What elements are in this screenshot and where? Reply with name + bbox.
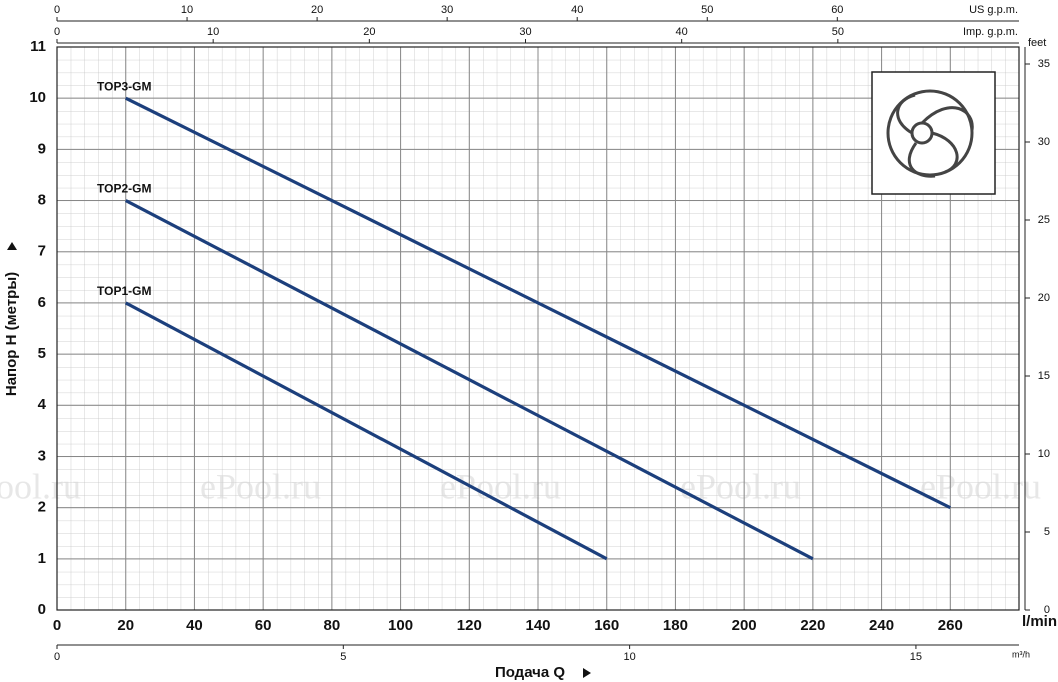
x-tick-label: 200: [732, 617, 757, 634]
y-tick-label: 5: [38, 345, 46, 362]
x-tick-label: 260: [938, 617, 963, 634]
top-tick-label: 40: [571, 4, 583, 16]
right-tick-label: 15: [1038, 370, 1050, 382]
y-tick-label: 11: [30, 38, 46, 55]
watermark: ePool.ru: [920, 466, 1041, 506]
right-tick-label: 25: [1038, 214, 1050, 226]
y-arrow: [7, 242, 17, 250]
bottom-tick-label: 5: [340, 651, 346, 663]
y-axis-label: Напор H (метры): [3, 272, 20, 396]
series-line: [124, 301, 608, 561]
x-tick-label: 40: [186, 617, 203, 634]
series-label: TOP2-GM: [97, 182, 151, 196]
y-tick-label: 6: [38, 294, 46, 311]
top-axis-label: US g.p.m.: [969, 4, 1018, 16]
x-tick-label: 20: [117, 617, 134, 634]
top-axis-label: Imp. g.p.m.: [963, 26, 1018, 38]
bottom-axis-label: m³/h: [1012, 649, 1030, 659]
top-tick-label: 20: [363, 26, 375, 38]
right-axis-label: feet: [1028, 37, 1046, 49]
impeller-icon: [871, 71, 996, 195]
top-tick-label: 30: [441, 4, 453, 16]
y-tick-label: 3: [38, 447, 46, 464]
x-unit: l/min: [1022, 613, 1057, 630]
top-tick-label: 10: [207, 26, 219, 38]
x-tick-label: 180: [663, 617, 688, 634]
top-tick-label: 40: [676, 26, 688, 38]
series-label: TOP3-GM: [97, 79, 151, 93]
y-tick-label: 10: [29, 89, 46, 106]
plot-frame: [56, 46, 1020, 611]
watermark: ePool.ru: [0, 466, 81, 506]
x-axis-label: Подача Q: [495, 664, 565, 681]
series-label: TOP1-GM: [97, 284, 151, 298]
x-tick-label: 220: [800, 617, 825, 634]
right-tick-label: 35: [1038, 58, 1050, 70]
y-tick-label: 9: [38, 140, 46, 157]
watermark: ePool.ru: [200, 466, 321, 506]
x-tick-label: 80: [324, 617, 341, 634]
x-tick-label: 240: [869, 617, 894, 634]
top-tick-label: 50: [701, 4, 713, 16]
x-arrow: [583, 668, 591, 678]
x-tick-label: 100: [388, 617, 413, 634]
bottom-tick-label: 0: [54, 651, 60, 663]
right-tick-label: 5: [1044, 526, 1050, 538]
bottom-tick-label: 10: [623, 651, 635, 663]
y-tick-label: 2: [38, 499, 46, 516]
top-tick-label: 10: [181, 4, 193, 16]
right-tick-label: 30: [1038, 136, 1050, 148]
y-tick-label: 0: [38, 601, 46, 618]
x-tick-label: 160: [594, 617, 619, 634]
top-tick-label: 30: [519, 26, 531, 38]
x-tick-label: 60: [255, 617, 272, 634]
bottom-tick-label: 15: [910, 651, 922, 663]
top-tick-label: 50: [832, 26, 844, 38]
right-tick-label: 20: [1038, 292, 1050, 304]
y-tick-label: 7: [38, 243, 46, 260]
top-tick-label: 0: [54, 26, 60, 38]
watermark: ePool.ru: [440, 466, 561, 506]
y-tick-label: 8: [38, 192, 46, 209]
x-tick-label: 120: [457, 617, 482, 634]
x-tick-label: 140: [525, 617, 550, 634]
top-tick-label: 0: [54, 4, 60, 16]
top-tick-label: 60: [831, 4, 843, 16]
right-tick-label: 0: [1044, 604, 1050, 616]
series-line: [125, 96, 951, 510]
top-tick-label: 20: [311, 4, 323, 16]
y-tick-label: 1: [38, 550, 46, 567]
right-tick-label: 10: [1038, 448, 1050, 460]
series-line: [124, 199, 814, 561]
x-tick-label: 0: [53, 617, 61, 634]
y-tick-label: 4: [38, 396, 47, 413]
